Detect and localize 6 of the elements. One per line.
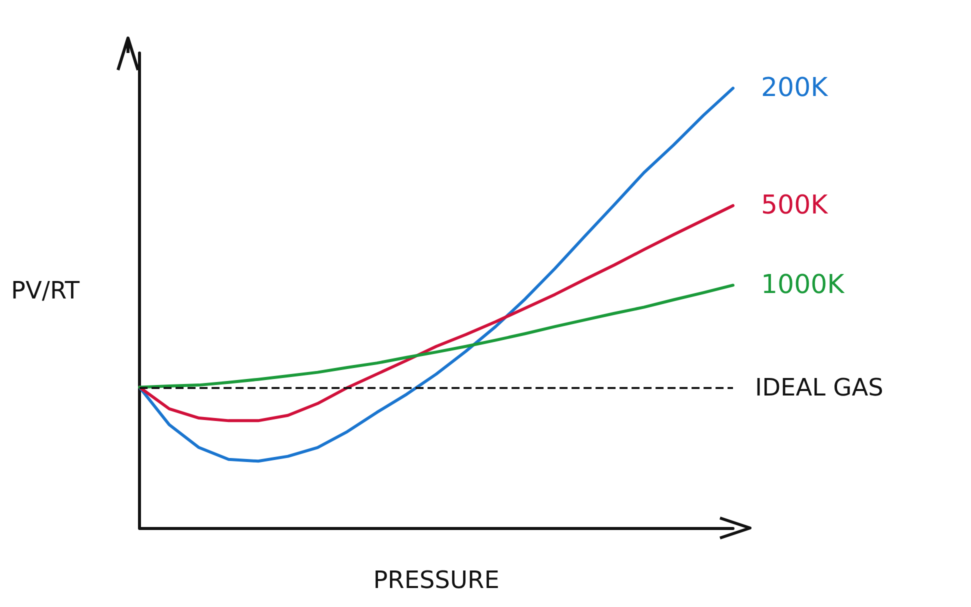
y-axis-title: PV/RT xyxy=(10,276,80,304)
series-label: 200K xyxy=(761,73,829,104)
series-label: 500K xyxy=(761,190,829,221)
x-axis-title: PRESSURE xyxy=(373,566,500,594)
series-label: 1000K xyxy=(761,270,846,300)
ref-line-label: IDEAL GAS xyxy=(755,373,884,402)
